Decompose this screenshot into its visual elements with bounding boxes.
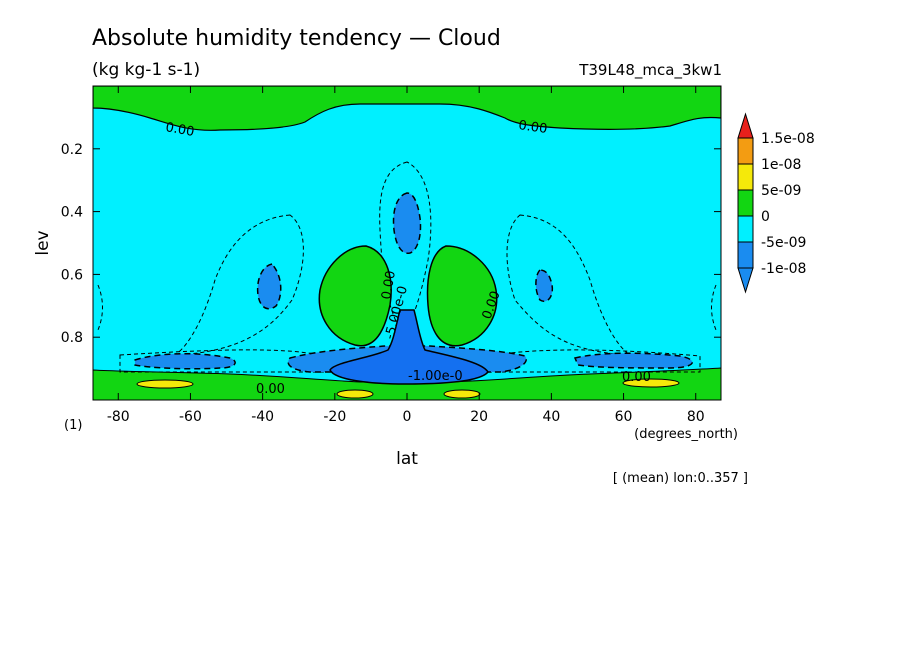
legend-swatch [737, 163, 754, 191]
x-tick-label: 60 [615, 409, 633, 425]
footer-note: [ (mean) lon:0..357 ] [613, 471, 748, 486]
legend-swatch [737, 137, 754, 165]
legend-label: 0 [761, 209, 770, 225]
x-tick-label: -40 [251, 409, 274, 425]
y-tick-label: 0.4 [61, 205, 83, 221]
x-tick-label: 20 [470, 409, 488, 425]
legend: 1.5e-08 1e-08 5e-09 0 -5e-09 -1e-08 [737, 112, 815, 294]
contour-label-top-right: 0.00 [517, 118, 548, 137]
legend-swatch [737, 189, 754, 217]
contour-label-top-left: 0.00 [164, 120, 195, 140]
run-label: T39L48_mca_3kw1 [578, 61, 722, 80]
y-axis: 0.2 0.4 0.6 0.8 [61, 142, 721, 346]
legend-swatch [737, 215, 754, 243]
x-tick-label: 40 [542, 409, 560, 425]
chart-subtitle: (kg kg-1 s-1) [92, 60, 200, 80]
x-tick-label: 80 [687, 409, 705, 425]
y-axis-label: lev [33, 230, 53, 255]
x-axis-units: (degrees_north) [634, 427, 738, 442]
field-core-minimum [329, 309, 489, 385]
y-axis-units: (1) [64, 418, 82, 433]
field-positive-lobes [318, 245, 498, 347]
contour-label-left-lobe: 0.00 [379, 270, 399, 301]
x-tick-label: 0 [403, 409, 412, 425]
contour-label-bottom-left: 0.00 [256, 382, 285, 397]
contour-field: 0.00 0.00 0.00 0.00 0.00 0.00 -5.00e-0 -… [93, 86, 721, 400]
field-top-positive-band [93, 86, 721, 131]
legend-label: 1.5e-08 [761, 131, 815, 147]
chart-title: Absolute humidity tendency — Cloud [92, 26, 501, 51]
x-tick-label: -20 [323, 409, 346, 425]
legend-label: -1e-08 [761, 261, 806, 277]
legend-swatch [737, 241, 754, 269]
y-tick-label: 0.2 [61, 142, 83, 158]
y-tick-label: 0.8 [61, 330, 83, 346]
x-tick-label: -60 [179, 409, 202, 425]
contour-label-core-min: -1.00e-0 [408, 369, 463, 384]
x-axis: -80 -60 -40 -20 0 20 40 60 80 [107, 86, 705, 425]
legend-swatch-bottom [737, 267, 754, 294]
contour-label-bottom-right: 0.00 [622, 370, 651, 385]
legend-label: 1e-08 [761, 157, 801, 173]
y-tick-label: 0.6 [61, 267, 83, 283]
field-yellow-patches [136, 378, 680, 399]
x-axis-label: lat [396, 449, 418, 469]
legend-label: -5e-09 [761, 235, 806, 251]
legend-label: 5e-09 [761, 183, 801, 199]
x-tick-label: -80 [107, 409, 130, 425]
legend-swatch-top [737, 112, 754, 139]
